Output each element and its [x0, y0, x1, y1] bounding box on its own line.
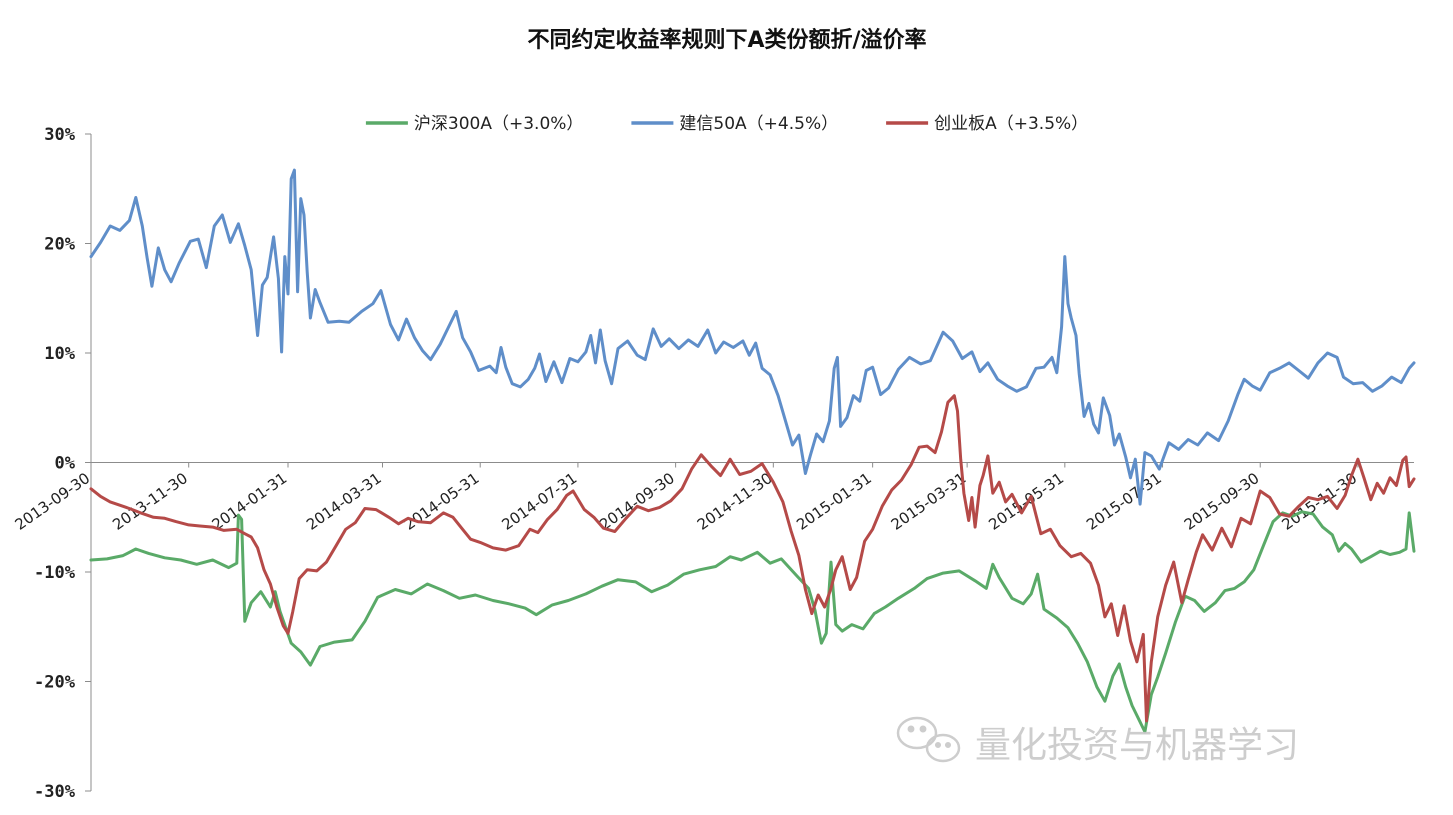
x-tick-label: 2015-07-31	[1083, 469, 1165, 534]
legend-item: 建信50A（+4.5%）	[631, 114, 838, 134]
y-tick-label: -10%	[34, 563, 76, 583]
legend-label: 沪深300A（+3.0%）	[414, 114, 584, 134]
series-line-1	[89, 510, 1416, 734]
x-tick-label: 2015-05-31	[985, 469, 1067, 534]
y-tick-label: -20%	[34, 673, 76, 693]
x-tick-label: 2015-03-31	[888, 469, 970, 534]
y-tick-label: -30%	[34, 782, 76, 802]
series-line-3	[89, 394, 1416, 723]
x-tick-label: 2014-07-31	[498, 469, 580, 534]
watermark: 量化投资与机器学习	[896, 716, 1299, 766]
chart-title: 不同约定收益率规则下A类份额折/溢价率	[527, 27, 926, 53]
legend-item: 创业板A（+3.5%）	[886, 114, 1088, 134]
legend: 沪深300A（+3.0%） 建信50A（+4.5%） 创业板A（+3.5%）	[365, 114, 1088, 134]
legend-item: 沪深300A（+3.0%）	[365, 114, 584, 134]
series-line-2	[89, 168, 1416, 506]
y-tick-label: 20%	[44, 235, 75, 255]
x-axis: 2013-09-30 2013-11-30 2014-01-31 2014-03-31…	[12, 462, 1414, 534]
x-tick-label: 2014-11-30	[694, 469, 776, 534]
x-tick-label: 2013-09-30	[12, 469, 94, 534]
x-tick-label: 2013-11-30	[109, 469, 191, 534]
x-tick-label: 2014-03-31	[303, 469, 385, 534]
wechat-icon	[896, 716, 961, 763]
x-tick-label: 2015-01-31	[793, 469, 875, 534]
x-tick-label: 2014-05-31	[401, 469, 483, 534]
y-tick-label: 30%	[44, 125, 75, 145]
watermark-text: 量化投资与机器学习	[975, 725, 1299, 766]
series-layer	[89, 168, 1416, 734]
x-tick-label: 2014-01-31	[209, 469, 291, 534]
x-tick-label: 2014-09-30	[596, 469, 678, 534]
y-tick-label: 10%	[44, 344, 75, 364]
legend-label: 建信50A（+4.5%）	[679, 114, 838, 134]
legend-label: 创业板A（+3.5%）	[934, 114, 1088, 134]
y-axis: 30% 20% 10% 0% -10% -20% -30%	[34, 125, 92, 802]
y-tick-label: 0%	[55, 454, 76, 474]
